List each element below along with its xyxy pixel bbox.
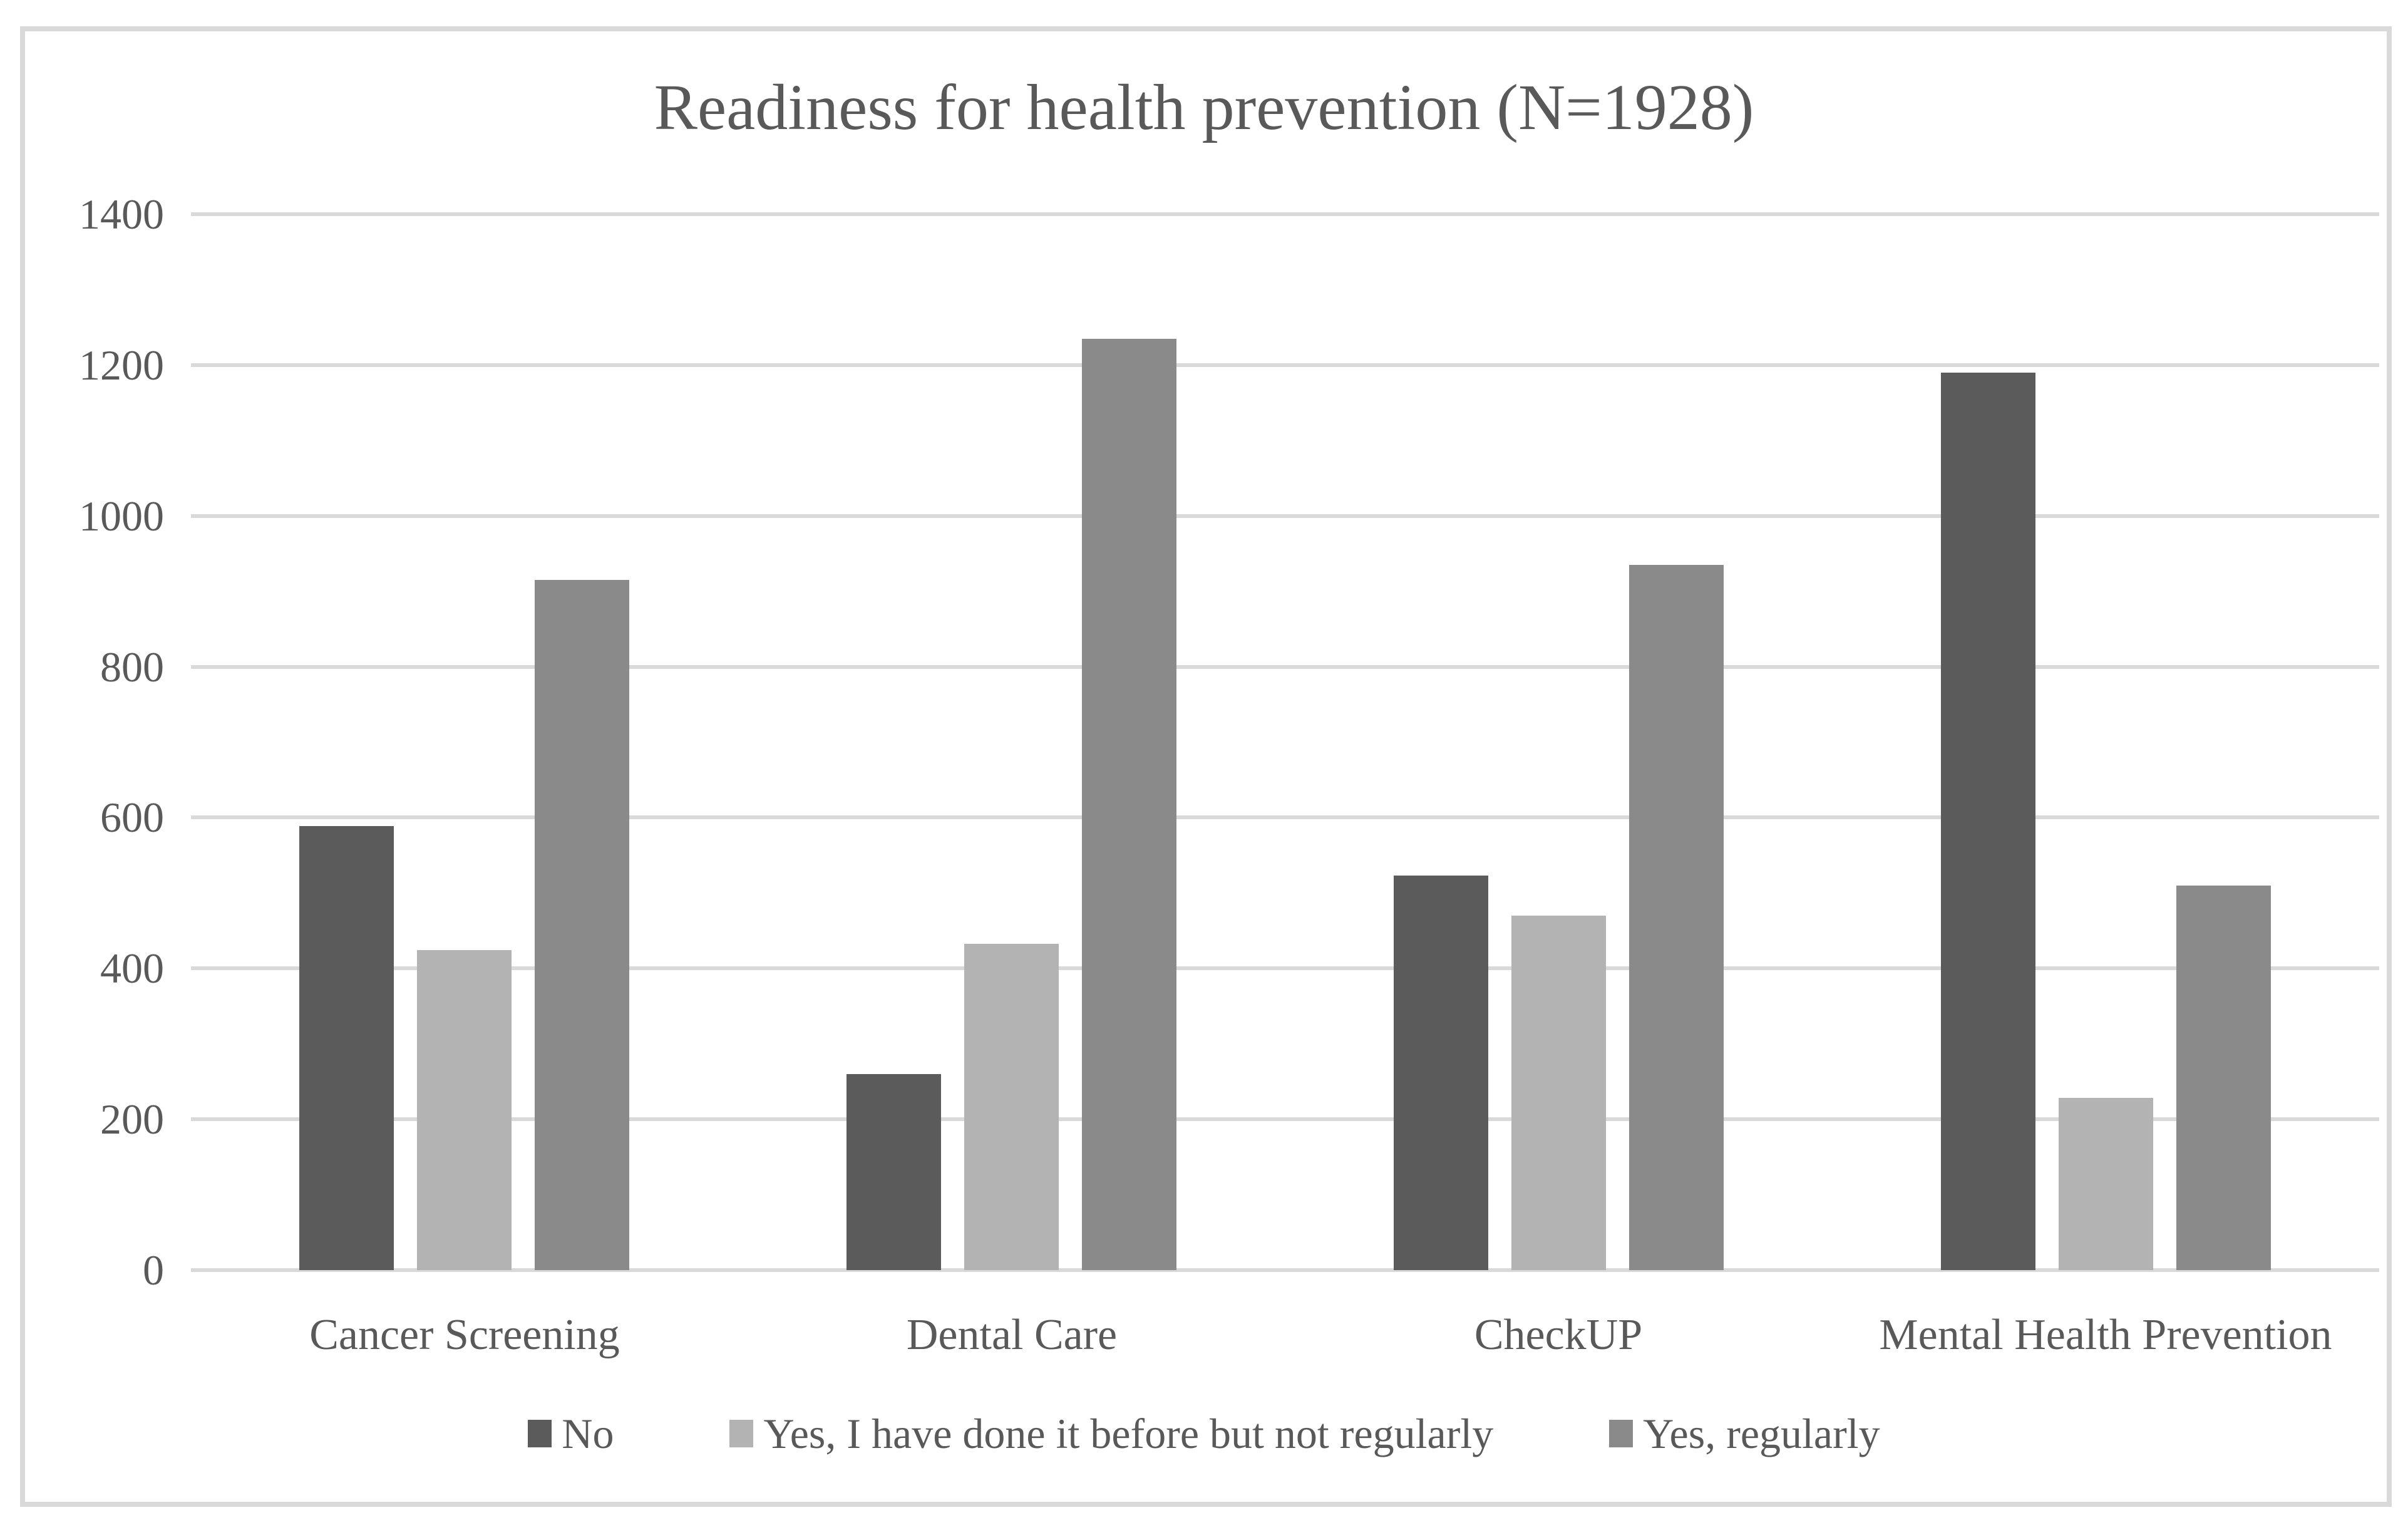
x-category-label: Cancer Screening (309, 1311, 620, 1359)
y-tick-label: 800 (100, 643, 164, 691)
y-tick-label: 0 (143, 1246, 164, 1294)
legend-swatch-icon (729, 1420, 754, 1447)
legend-swatch-icon (528, 1420, 552, 1447)
gridline (191, 514, 2379, 518)
bar-dental-care-series-1 (964, 944, 1059, 1270)
x-category-label: Mental Health Prevention (1879, 1311, 2332, 1359)
gridline (191, 664, 2379, 669)
gridline (191, 815, 2379, 820)
bar-mental-health-prevention-series-0 (1941, 373, 2035, 1270)
y-tick-label: 1400 (79, 190, 164, 238)
bar-dental-care-series-2 (1082, 339, 1176, 1270)
gridline (191, 966, 2379, 971)
y-tick-label: 1200 (79, 341, 164, 389)
y-tick-label: 600 (100, 794, 164, 842)
chart-border-frame (20, 26, 2392, 1507)
bar-checkup-series-2 (1629, 565, 1724, 1270)
legend-label: Yes, I have done it before but not regul… (763, 1410, 1494, 1457)
gridline (191, 212, 2379, 216)
bar-checkup-series-0 (1394, 876, 1488, 1270)
bar-mental-health-prevention-series-2 (2176, 886, 2271, 1270)
x-category-label: Dental Care (906, 1311, 1118, 1359)
legend-label: Yes, regularly (1643, 1410, 1880, 1457)
y-tick-label: 200 (100, 1095, 164, 1144)
gridline (191, 1117, 2379, 1122)
bar-cancer-screening-series-0 (299, 826, 394, 1270)
bar-cancer-screening-series-2 (535, 580, 629, 1270)
gridline (191, 363, 2379, 367)
legend: No Yes, I have done it before but not reg… (0, 1410, 2408, 1457)
x-category-label: CheckUP (1474, 1311, 1643, 1359)
bar-checkup-series-1 (1511, 916, 1606, 1270)
legend-item-2: Yes, regularly (1609, 1410, 1880, 1457)
y-tick-label: 1000 (79, 492, 164, 540)
bar-cancer-screening-series-1 (417, 950, 512, 1270)
bar-mental-health-prevention-series-1 (2059, 1098, 2153, 1270)
y-tick-label: 400 (100, 944, 164, 993)
legend-label: No (562, 1410, 614, 1457)
bar-dental-care-series-0 (846, 1074, 941, 1270)
legend-item-0: No (528, 1410, 614, 1457)
x-axis-line (191, 1268, 2379, 1272)
legend-swatch-icon (1609, 1420, 1634, 1447)
chart-title: Readiness for health prevention (N=1928) (654, 71, 1754, 143)
legend-item-1: Yes, I have done it before but not regul… (729, 1410, 1493, 1457)
